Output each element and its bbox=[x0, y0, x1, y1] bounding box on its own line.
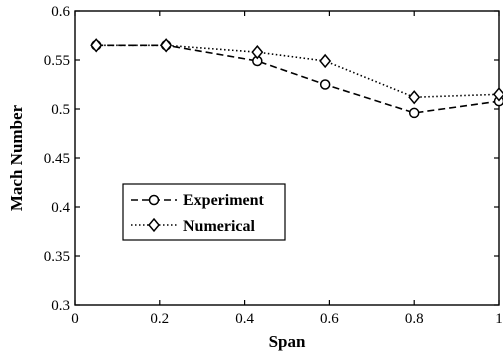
legend-marker-experiment bbox=[150, 196, 159, 205]
y-tick-label: 0.35 bbox=[44, 249, 70, 265]
x-tick-label: 0.6 bbox=[320, 311, 339, 327]
y-tick-label: 0.3 bbox=[51, 298, 70, 314]
legend: Experiment Numerical bbox=[123, 184, 285, 240]
x-tick-label: 0.2 bbox=[150, 311, 169, 327]
series-numerical bbox=[91, 39, 503, 103]
y-axis-label: Mach Number bbox=[7, 104, 26, 211]
series-line-experiment bbox=[96, 45, 499, 113]
y-tick-label: 0.4 bbox=[51, 200, 70, 216]
data-point-numerical bbox=[252, 46, 262, 58]
y-axis-ticks: 0.3 0.35 0.4 0.45 0.5 0.55 0.6 bbox=[44, 4, 499, 314]
x-axis-ticks: 0 0.2 0.4 0.6 0.8 1 bbox=[71, 11, 503, 327]
data-point-experiment bbox=[410, 108, 419, 117]
y-tick-label: 0.45 bbox=[44, 151, 70, 167]
x-tick-label: 0.8 bbox=[405, 311, 424, 327]
x-tick-label: 0.4 bbox=[235, 311, 254, 327]
data-point-experiment bbox=[321, 80, 330, 89]
plot-frame bbox=[75, 11, 499, 305]
x-tick-label: 1 bbox=[495, 311, 503, 327]
y-tick-label: 0.5 bbox=[51, 102, 70, 118]
data-point-numerical bbox=[320, 55, 330, 67]
y-tick-label: 0.55 bbox=[44, 53, 70, 69]
legend-marker-shape-experiment bbox=[150, 196, 159, 205]
data-point-numerical bbox=[161, 39, 171, 51]
series-experiment bbox=[92, 41, 503, 118]
data-point-numerical bbox=[409, 91, 419, 103]
x-tick-label: 0 bbox=[71, 311, 79, 327]
series-line-numerical bbox=[96, 45, 499, 97]
legend-label-experiment: Experiment bbox=[183, 192, 265, 209]
legend-label-numerical: Numerical bbox=[183, 218, 256, 235]
x-axis-label: Span bbox=[269, 332, 306, 351]
data-point-numerical bbox=[91, 39, 101, 51]
y-tick-label: 0.6 bbox=[51, 4, 70, 20]
series-layer bbox=[91, 39, 503, 117]
